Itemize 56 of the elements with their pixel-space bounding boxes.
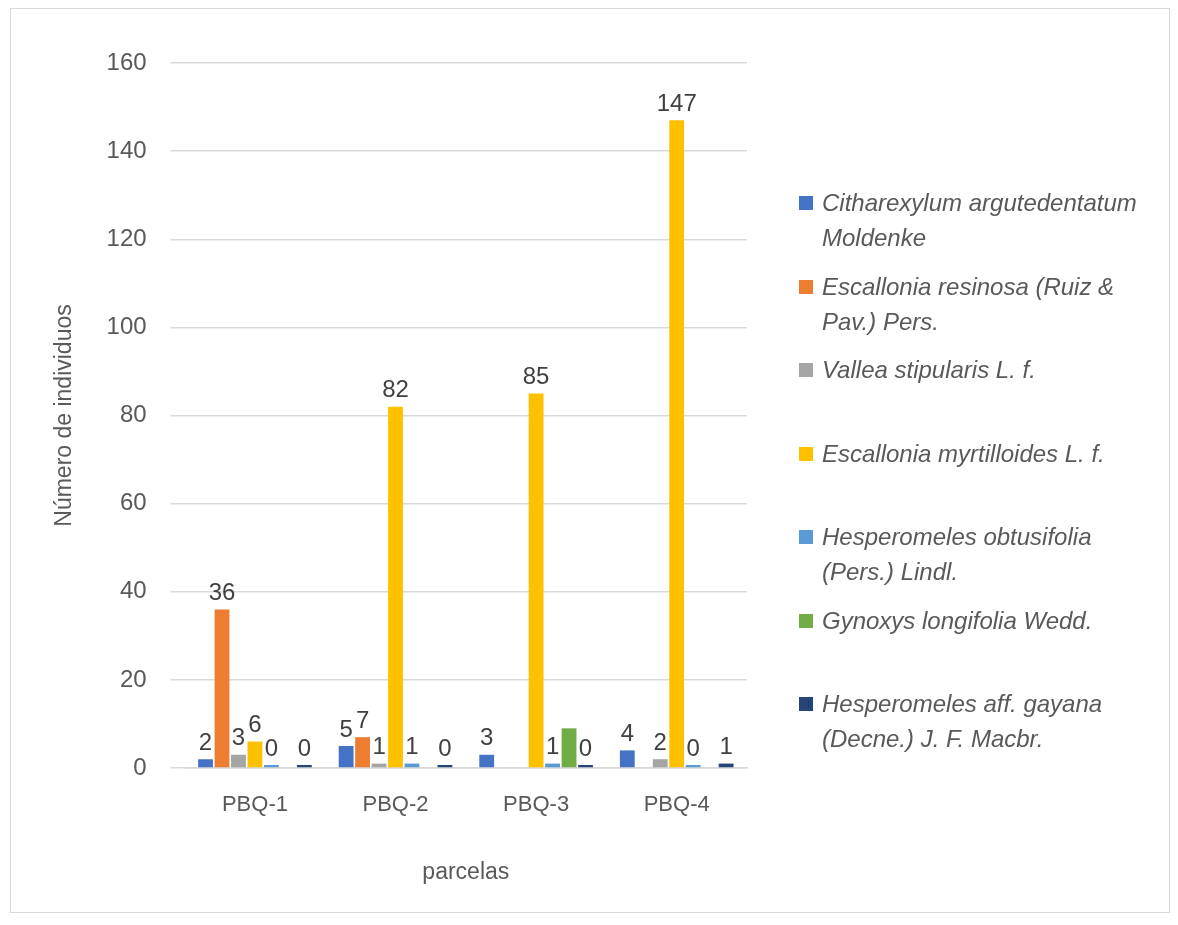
y-tick-label: 100 (106, 312, 147, 339)
y-tick-label: 40 (119, 576, 147, 604)
y-tick-label: 0 (133, 752, 147, 780)
legend-label: Hesperomeles aff. gayana (Decne.) J. F. Macbr. (822, 689, 1104, 754)
y-tick-label: 120 (106, 223, 147, 251)
data-label: 7 (355, 705, 370, 733)
bar (561, 728, 577, 768)
bar (652, 759, 668, 768)
legend-label: Vallea stipularis L. f. (822, 355, 1037, 385)
legend-label: Escallonia myrtilloides L. f. (822, 438, 1106, 469)
bar (198, 759, 213, 768)
data-label: 1 (719, 732, 733, 760)
x-tick-label: PBQ-2 (362, 791, 429, 817)
bar (388, 406, 403, 768)
data-label: 0 (264, 733, 279, 761)
bar (619, 750, 635, 768)
bar (247, 741, 263, 768)
bar (231, 754, 246, 768)
data-label: 3 (480, 723, 494, 751)
bar (528, 393, 544, 768)
bar (669, 120, 685, 768)
bar (355, 737, 370, 768)
data-label: 1 (545, 732, 560, 760)
data-label: 1 (405, 732, 419, 760)
bar (479, 754, 495, 768)
legend-label: Escallonia resinosa (Ruiz & Pav.) Pers. (822, 271, 1116, 337)
data-label: 0 (578, 733, 593, 761)
x-axis-title: parcelas (422, 857, 510, 884)
y-tick-label: 140 (106, 135, 147, 163)
data-label: 0 (686, 733, 700, 761)
data-label: 82 (382, 375, 409, 403)
y-tick-label: 60 (119, 488, 147, 516)
data-label: 85 (522, 362, 550, 390)
x-tick-label: PBQ-1 (221, 791, 288, 817)
y-tick-label: 20 (119, 664, 147, 692)
bar (338, 745, 354, 768)
data-label: 0 (438, 733, 452, 761)
data-label: 1 (372, 732, 386, 760)
data-label: 147 (656, 88, 697, 116)
data-label: 6 (248, 710, 262, 738)
data-label: 36 (208, 578, 236, 605)
data-label: 2 (653, 727, 667, 755)
y-tick-label: 80 (119, 400, 147, 428)
data-label: 0 (297, 733, 312, 761)
y-tick-label: 160 (106, 47, 147, 75)
y-axis-title: Número de individuos (50, 304, 77, 527)
x-tick-label: PBQ-4 (643, 791, 710, 817)
data-label: 4 (620, 719, 634, 746)
legend-label: Hesperomeles obtusifolia (Pers.) Lindl. (822, 522, 1093, 587)
legend-label: Gynoxys longifolia Wedd. (822, 605, 1094, 636)
x-tick-label: PBQ-3 (503, 791, 570, 817)
legend-label: Citharexylum argutedentatum Moldenke (822, 188, 1138, 253)
data-label: 5 (339, 714, 353, 742)
bar (214, 609, 230, 768)
data-label: 3 (231, 723, 246, 751)
data-label: 2 (198, 727, 213, 755)
